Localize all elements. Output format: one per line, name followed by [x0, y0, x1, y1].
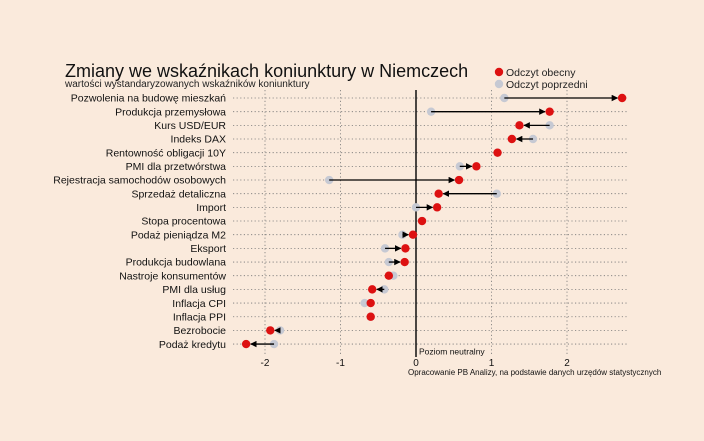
- category-label: Kurs USD/EUR: [154, 120, 226, 132]
- current-point: [400, 257, 409, 267]
- x-tick-label: 0: [413, 358, 419, 369]
- current-point: [266, 326, 275, 335]
- x-tick-label: -1: [336, 358, 345, 369]
- current-point: [507, 134, 517, 144]
- category-label: PMI dla przetwórstwa: [126, 161, 227, 173]
- data-marks: [241, 93, 627, 349]
- current-point: [617, 93, 627, 103]
- legend-previous-marker: [494, 79, 504, 89]
- current-point: [434, 189, 443, 198]
- category-label: Podaż kredytu: [159, 339, 226, 351]
- current-point: [408, 230, 418, 239]
- current-point: [454, 175, 464, 185]
- legend-previous-label: Odczyt poprzedni: [506, 79, 588, 91]
- current-point: [384, 271, 394, 280]
- category-label: Pozwolenia na budowę mieszkań: [71, 93, 226, 105]
- category-label: Rentowność obligacji 10Y: [106, 147, 226, 159]
- axis-layer: Poziom neutralny -2 -1 0 1 2: [261, 90, 570, 369]
- source-note: Opracowanie PB Analizy, na podstawie dan…: [408, 368, 661, 377]
- category-label: Sprzedaż detaliczna: [131, 188, 226, 200]
- category-label: Inflacja CPI: [172, 298, 226, 310]
- category-label: PMI dla usług: [162, 284, 226, 296]
- current-point: [366, 312, 375, 321]
- current-point: [493, 148, 502, 157]
- category-label: Nastroje konsumentów: [119, 270, 226, 282]
- previous-point: [360, 298, 369, 308]
- current-point: [545, 107, 554, 116]
- category-label: Stopa procentowa: [141, 216, 226, 228]
- current-point: [432, 203, 442, 212]
- category-label: Rejestracja samochodów osobowych: [53, 175, 226, 187]
- category-label: Import: [196, 202, 226, 214]
- chart-title: Zmiany we wskaźnikach koniunktury w Niem…: [65, 61, 468, 81]
- category-label: Inflacja PPI: [173, 311, 226, 323]
- category-label: Eksport: [190, 243, 226, 255]
- current-point: [401, 244, 410, 253]
- previous-point: [455, 162, 464, 171]
- category-label: Podaż pieniądza M2: [131, 229, 226, 241]
- neutral-label: Poziom neutralny: [419, 347, 485, 357]
- category-label: Indeks DAX: [171, 134, 226, 146]
- current-point: [368, 285, 377, 294]
- grid-layer: [233, 90, 628, 355]
- x-tick-label: -2: [261, 358, 270, 369]
- current-point: [472, 162, 481, 171]
- legend: Odczyt obecny Odczyt poprzedni: [494, 67, 588, 91]
- legend-current-marker: [494, 67, 504, 77]
- x-tick-label: 1: [489, 358, 495, 369]
- current-point: [515, 121, 524, 130]
- previous-point: [500, 93, 509, 103]
- category-label: Bezrobocie: [173, 325, 226, 337]
- legend-current-label: Odczyt obecny: [506, 67, 576, 79]
- chart-subtitle: wartości wystandaryzowanych wskaźników k…: [64, 79, 310, 90]
- previous-point: [426, 107, 436, 116]
- current-point: [417, 216, 427, 226]
- current-point: [366, 298, 375, 308]
- current-point: [241, 339, 251, 349]
- previous-point: [380, 244, 390, 253]
- category-label: Produkcja przemysłowa: [115, 106, 226, 118]
- x-tick-label: 2: [564, 358, 570, 369]
- category-label: Produkcja budowlana: [126, 257, 227, 269]
